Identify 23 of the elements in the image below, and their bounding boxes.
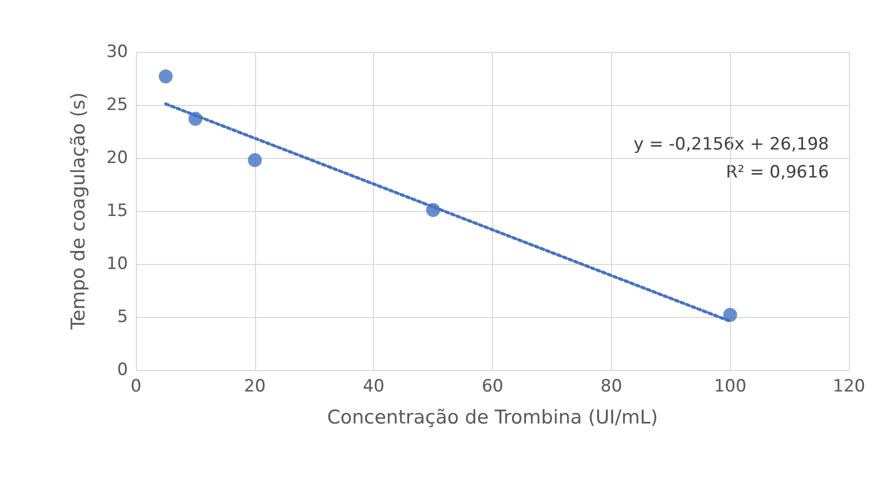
y-tick-label: 5 — [117, 307, 128, 327]
x-tick-label: 0 — [130, 376, 142, 396]
x-tick-label: 60 — [482, 376, 504, 396]
y-tick-label: 25 — [106, 95, 128, 115]
x-tick-label: 80 — [600, 376, 622, 396]
y-tick-label: 10 — [106, 254, 128, 274]
point — [426, 202, 440, 217]
x-tick-label: 100 — [714, 376, 746, 396]
x-tick-label: 20 — [244, 376, 266, 396]
point — [158, 69, 173, 84]
x-axis-title: Concentração de Trombina (UI/mL) — [327, 406, 658, 428]
y-axis-title: Tempo de coagulação (s) — [68, 92, 90, 331]
annotation: R² = 0,9616 — [726, 162, 830, 182]
point — [248, 153, 262, 168]
point — [188, 112, 202, 126]
annotation: y = -0,2156x + 26,198 — [634, 134, 829, 154]
y-tick-label: 15 — [106, 201, 128, 221]
y-tick-label: 30 — [106, 42, 128, 62]
y-tick-label: 20 — [106, 148, 128, 168]
x-tick-label: 120 — [832, 376, 866, 396]
y-tick-label: 0 — [117, 360, 128, 380]
x-tick-label: 40 — [362, 376, 384, 396]
point — [723, 308, 738, 322]
